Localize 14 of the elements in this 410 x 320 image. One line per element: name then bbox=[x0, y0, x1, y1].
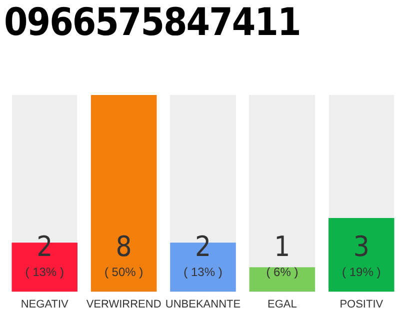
data-label: 8 bbox=[116, 230, 132, 264]
data-label: 1 bbox=[274, 230, 290, 264]
x-tick-label: VERWIRREND bbox=[86, 298, 162, 310]
annotation: ( 19% ) bbox=[342, 265, 381, 280]
annotation: ( 13% ) bbox=[184, 265, 222, 280]
data-label: 3 bbox=[353, 230, 370, 264]
annotation: ( 13% ) bbox=[25, 265, 64, 280]
annotation: ( 50% ) bbox=[104, 265, 144, 280]
x-tick-label: EGAL bbox=[268, 298, 297, 310]
x-tick-label: POSITIV bbox=[340, 298, 384, 310]
chart-title: 0966575847411 bbox=[4, 0, 300, 44]
x-tick-label: NEGATIV bbox=[20, 298, 69, 310]
annotation: ( 6% ) bbox=[266, 265, 298, 280]
x-tick-label: UNBEKANNTE bbox=[165, 298, 241, 310]
